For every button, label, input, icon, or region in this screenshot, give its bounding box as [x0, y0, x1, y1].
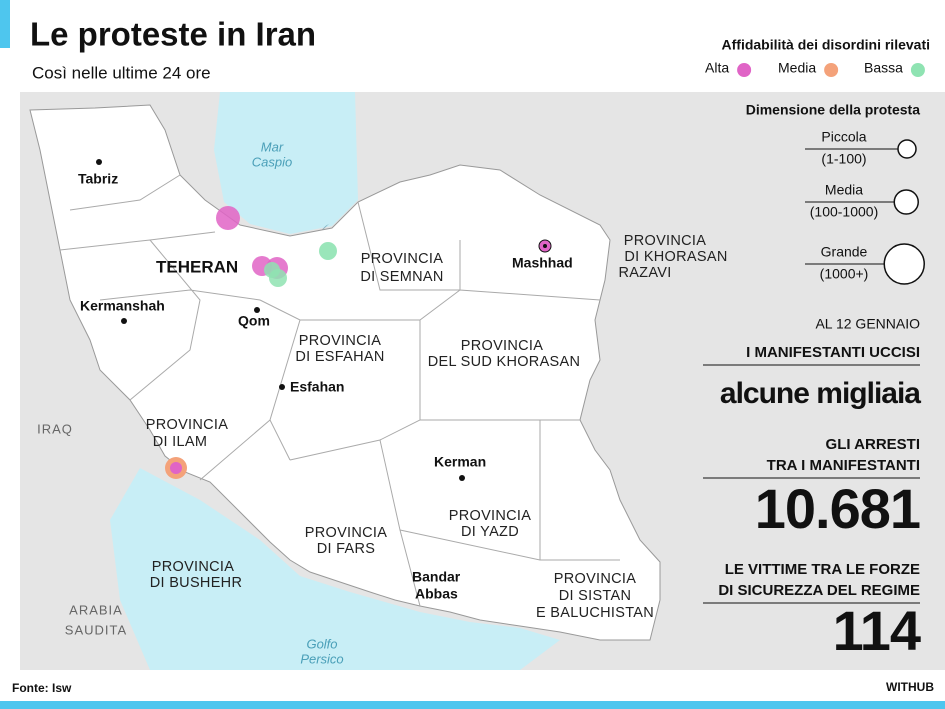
stat-value: alcune migliaia — [720, 377, 921, 410]
city-label: Bandar — [412, 569, 461, 585]
province-label: DI SISTAN — [559, 588, 632, 604]
stat-label: LE VITTIME TRA LE FORZE — [725, 561, 920, 578]
province-label: E BALUCHISTAN — [536, 605, 654, 621]
protest-marker — [170, 462, 182, 474]
legend-swatch — [824, 63, 839, 77]
title: Le proteste in Iran — [30, 16, 316, 53]
size-swatch — [893, 189, 919, 215]
sea-label: Caspio — [252, 154, 292, 169]
province-label: DI ESFAHAN — [295, 349, 384, 365]
sea-label: Mar — [261, 139, 284, 154]
city-label: Kermanshah — [80, 298, 165, 314]
stat-label: GLI ARRESTI — [826, 436, 920, 453]
province-label: PROVINCIA — [461, 338, 543, 354]
city-label: Esfahan — [290, 379, 344, 395]
size-range: (100-1000) — [810, 204, 879, 220]
caspian-sea — [214, 92, 358, 234]
footer-bar — [0, 701, 945, 709]
stats-date: AL 12 GENNAIO — [815, 316, 920, 332]
country-label: SAUDITA — [65, 622, 127, 637]
brand: WITHUB — [886, 680, 934, 694]
legend-label: Media — [778, 60, 816, 76]
province-label: PROVINCIA — [624, 233, 706, 249]
sea-label: Golfo — [306, 636, 337, 651]
country-label: ARABIA — [69, 602, 123, 617]
province-label: DI FARS — [317, 541, 376, 557]
country-label: IRAQ — [37, 421, 73, 436]
sea-label: Persico — [300, 651, 343, 666]
province-borders — [59, 174, 620, 607]
legend-label: Bassa — [864, 60, 903, 76]
province-label: PROVINCIA — [146, 417, 228, 433]
province-label: RAZAVI — [618, 265, 671, 281]
province-label: PROVINCIA — [554, 571, 636, 587]
size-label: Piccola — [821, 129, 866, 145]
reliability-legend: Alta Media Bassa — [705, 60, 925, 77]
stats-panel: AL 12 GENNAIO I MANIFESTANTI UCCISI alcun… — [703, 316, 922, 662]
protest-marker — [319, 242, 337, 260]
city-label: Qom — [238, 313, 270, 329]
size-swatch — [897, 139, 917, 159]
province-label: DI YAZD — [461, 524, 519, 540]
legend-title: Affidabilità dei disordini rilevati — [722, 37, 930, 53]
map: Mar Caspio Golfo Persico IRAQ ARABIA SAU… — [20, 92, 945, 670]
size-legend: Piccola (1-100) Media (100-1000) Grande (1000… — [805, 129, 925, 285]
size-range: (1000+) — [820, 266, 869, 282]
size-swatch — [883, 243, 925, 285]
province-label: DEL SUD KHORASAN — [428, 354, 581, 370]
city-dots — [96, 159, 547, 481]
protest-marker — [269, 269, 287, 287]
province-label: PROVINCIA — [361, 251, 443, 267]
legend-swatch — [910, 63, 925, 77]
province-label: DI SEMNAN — [360, 269, 443, 285]
legend: Affidabilità dei disordini rilevati Alta… — [705, 37, 930, 285]
province-label: PROVINCIA — [152, 559, 234, 575]
province-label: PROVINCIA — [449, 508, 531, 524]
size-label: Grande — [821, 244, 868, 260]
city-label: TEHERAN — [156, 257, 238, 276]
stat-value: 114 — [833, 599, 921, 662]
stat-value: 10.681 — [755, 477, 920, 540]
stat-label: DI SICUREZZA DEL REGIME — [718, 582, 920, 599]
accent-bar — [0, 0, 10, 48]
size-range: (1-100) — [821, 151, 866, 167]
province-label: PROVINCIA — [305, 525, 387, 541]
size-label: Media — [825, 182, 863, 198]
stat-label: I MANIFESTANTI UCCISI — [746, 344, 920, 361]
legend-title: Dimensione della protesta — [746, 102, 920, 118]
province-label: DI ILAM — [153, 434, 207, 450]
persian-gulf — [110, 468, 560, 670]
province-label: PROVINCIA — [299, 333, 381, 349]
source: Fonte: Isw — [12, 681, 72, 695]
city-label: Mashhad — [512, 255, 573, 271]
stat-label: TRA I MANIFESTANTI — [767, 457, 920, 474]
city-label: Kerman — [434, 454, 486, 470]
city-label: Abbas — [415, 586, 458, 602]
province-label: DI BUSHEHR — [150, 575, 242, 591]
province-label: DI KHORASAN — [624, 249, 727, 265]
city-label: Tabriz — [78, 171, 118, 187]
subtitle: Così nelle ultime 24 ore — [32, 63, 211, 82]
legend-swatch — [737, 63, 752, 77]
legend-label: Alta — [705, 60, 729, 76]
protest-marker — [216, 206, 240, 230]
